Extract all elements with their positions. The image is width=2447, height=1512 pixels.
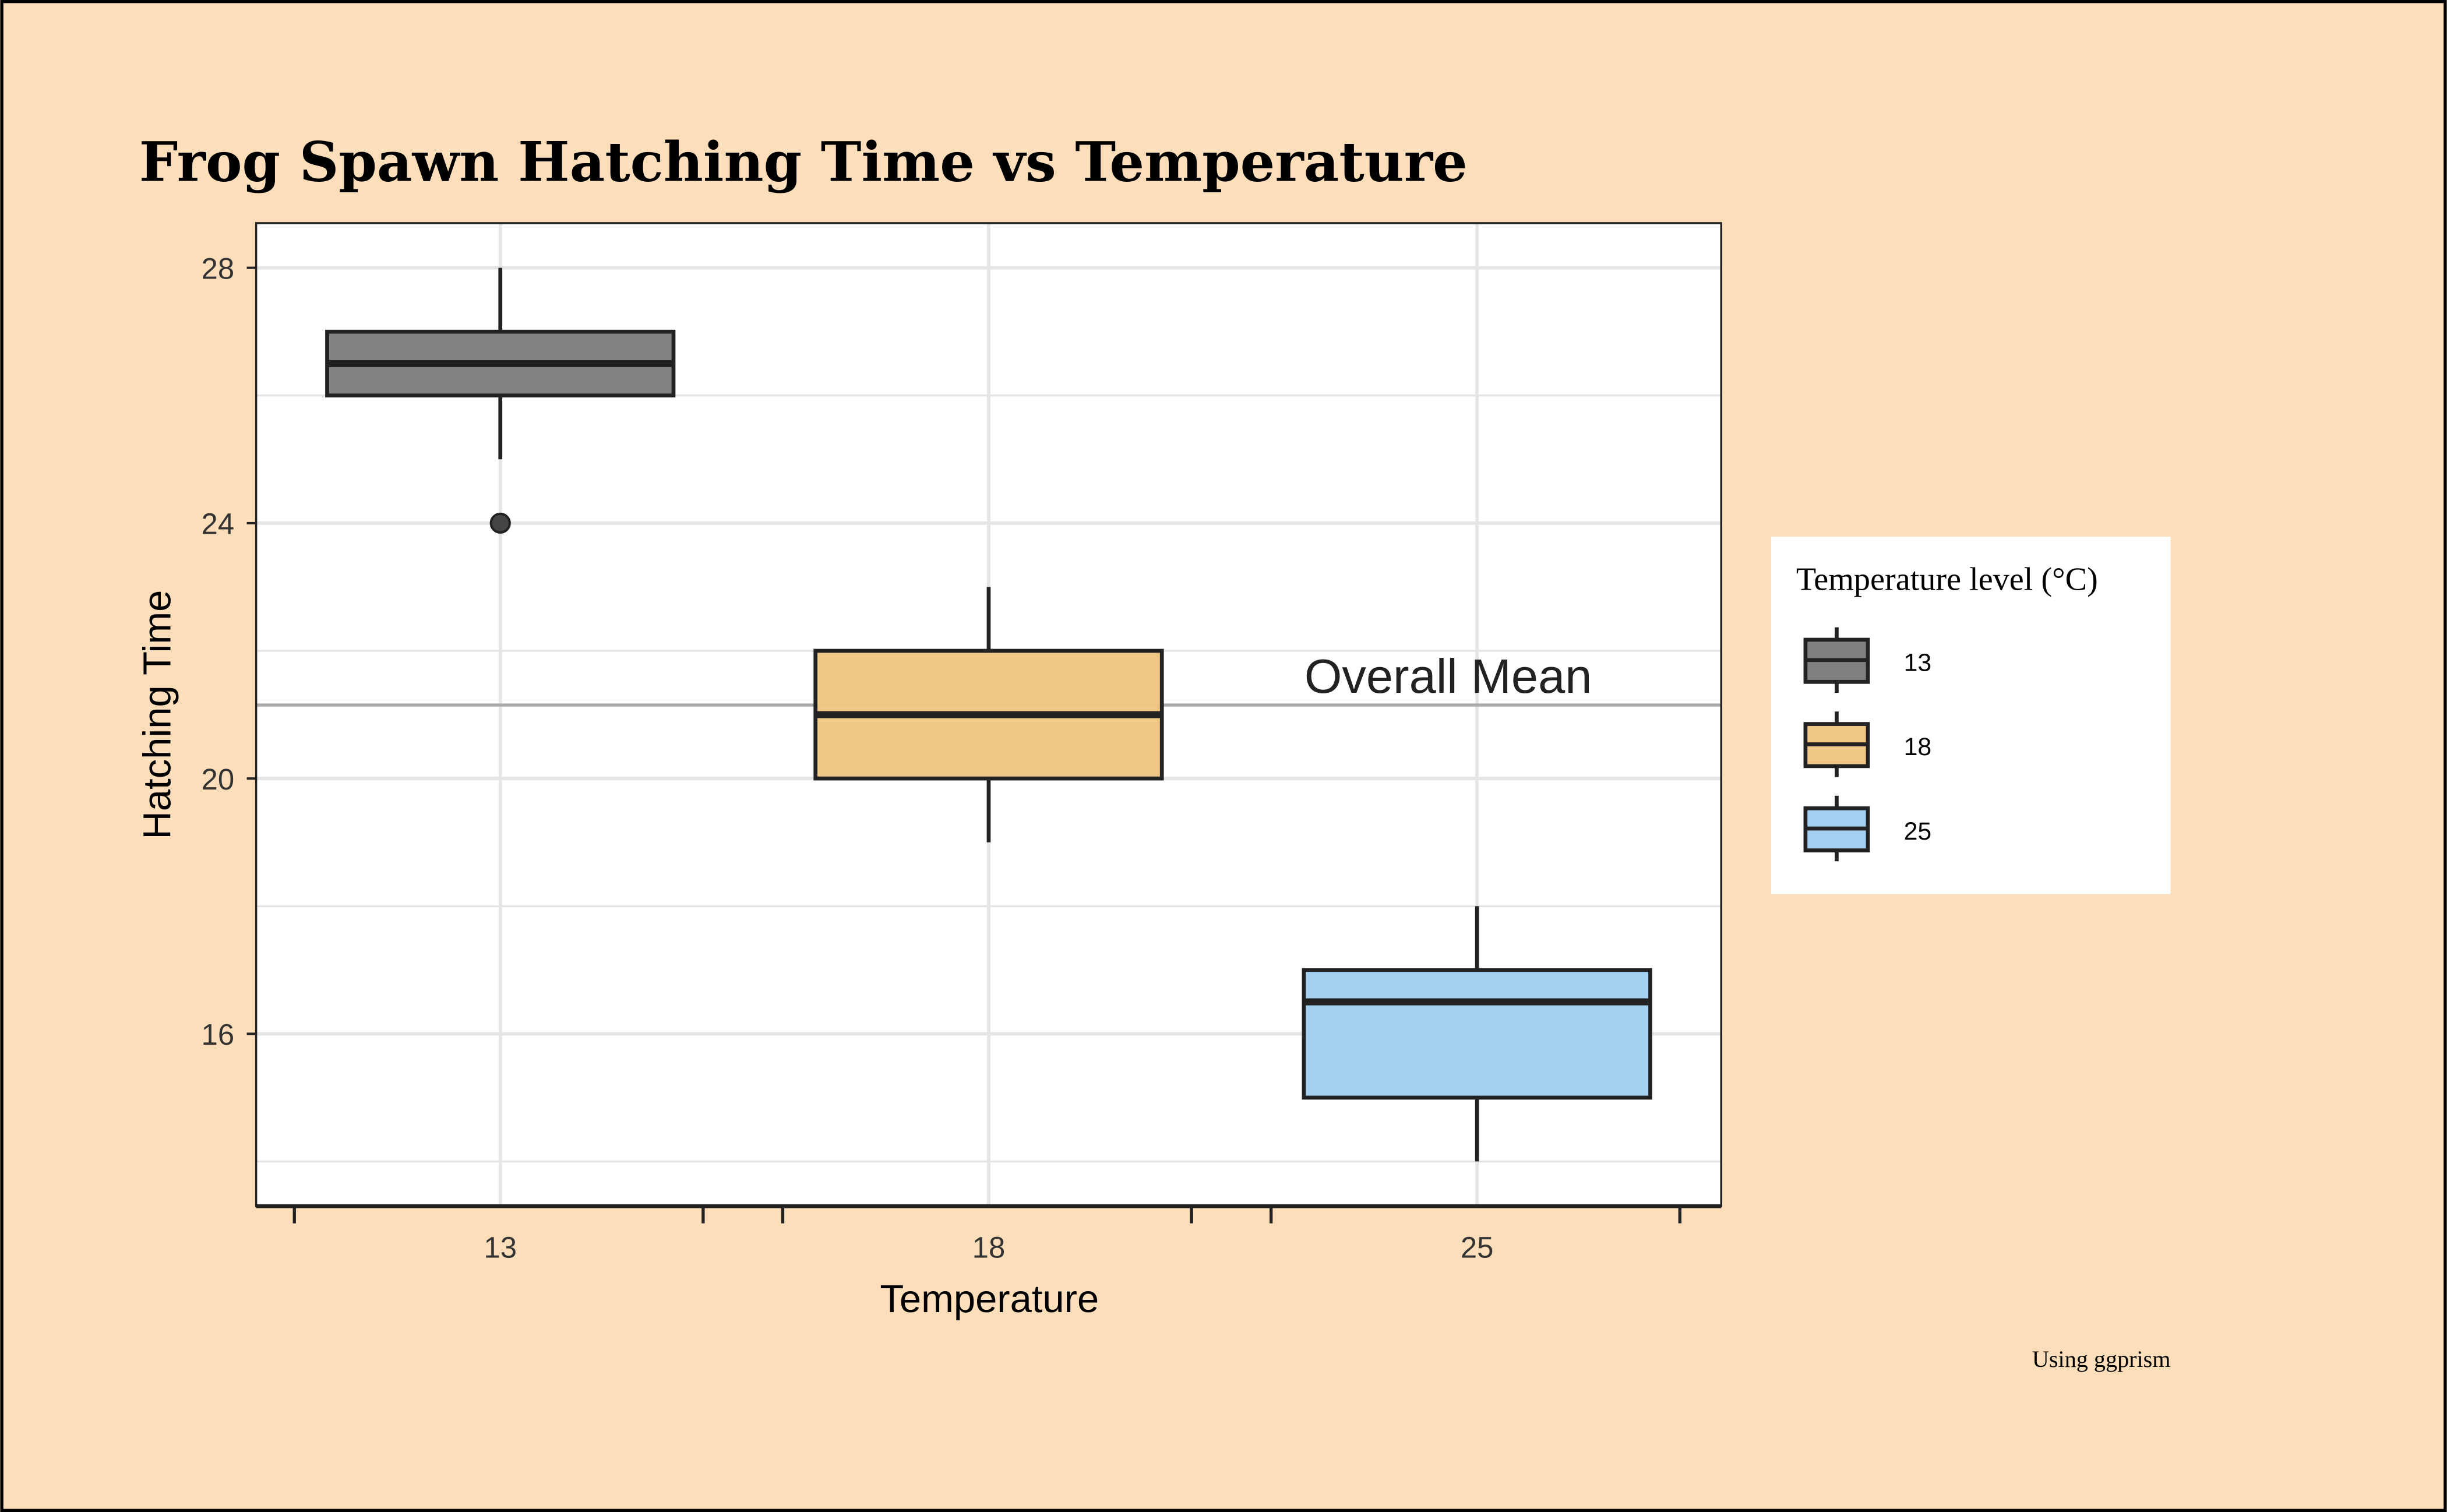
legend-label: 18 [1904,733,1932,761]
y-tick-label: 28 [202,252,235,285]
legend-label: 25 [1904,817,1932,845]
x-axis-label: Temperature [880,1277,1099,1321]
y-axis-label: Hatching Time [135,590,179,840]
plot-marks [256,267,1722,1162]
y-tick-label: 16 [202,1018,235,1051]
caption: Using ggprism [2032,1346,2171,1372]
chart-title: Frog Spawn Hatching Time vs Temperature [139,131,1468,195]
y-tick-label: 20 [202,763,235,796]
box-13 [325,267,676,534]
y-tick-label: 24 [202,507,235,541]
legend-item-25: 25 [1803,795,1932,862]
legend-item-13: 13 [1803,627,1932,693]
box-iqr [1302,968,1652,1100]
x-tick-label: 25 [1461,1231,1494,1264]
box-18 [813,587,1164,843]
x-tick-label: 13 [484,1231,517,1264]
legend-item-18: 18 [1803,711,1932,777]
axes: 16 20 24 28 13 18 25 [202,252,1722,1264]
legend: Temperature level (°C) 13 18 25 [1771,537,2171,894]
box-25 [1302,906,1652,1162]
x-tick-label: 18 [972,1231,1006,1264]
legend-label: 13 [1904,649,1932,677]
outlier-point [489,512,511,534]
legend-title: Temperature level (°C) [1796,561,2098,597]
reference-line-label: Overall Mean [1304,649,1592,703]
